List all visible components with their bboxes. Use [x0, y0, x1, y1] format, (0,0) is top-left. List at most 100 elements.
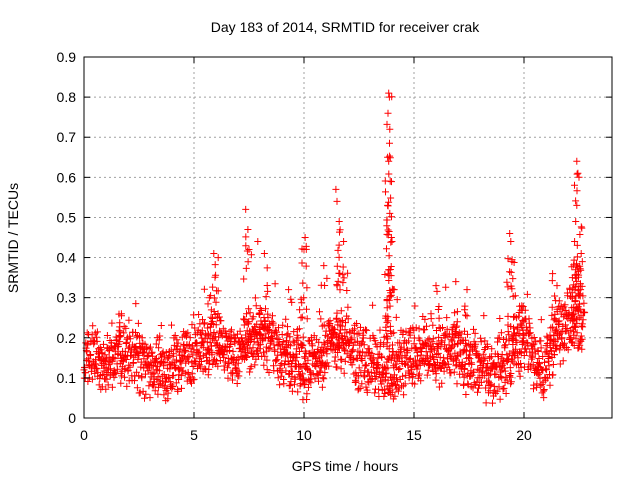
data-point: [388, 388, 396, 396]
data-point: [413, 365, 421, 373]
data-point: [82, 369, 90, 377]
data-point: [341, 333, 349, 341]
data-point: [563, 325, 571, 332]
data-point: [387, 194, 395, 202]
data-point: [298, 342, 306, 350]
data-point: [303, 390, 311, 398]
data-point: [194, 365, 201, 373]
data-point: [580, 308, 588, 316]
data-point: [359, 334, 367, 342]
data-point: [383, 339, 391, 347]
data-point: [463, 312, 471, 320]
data-point: [353, 320, 361, 327]
data-point: [193, 340, 201, 348]
data-point: [155, 367, 163, 375]
data-point: [510, 313, 517, 321]
data-point: [260, 348, 267, 356]
x-tick-label: 15: [406, 427, 422, 443]
data-point: [421, 340, 429, 348]
data-point: [451, 331, 459, 339]
data-point: [251, 294, 259, 302]
data-point: [293, 336, 301, 344]
data-point: [543, 332, 551, 340]
data-point: [462, 391, 470, 398]
data-point: [88, 331, 96, 339]
data-point: [208, 351, 216, 359]
data-point: [199, 343, 207, 351]
data-point: [174, 387, 182, 395]
data-point: [273, 335, 281, 343]
data-point: [546, 331, 554, 339]
data-point: [116, 338, 124, 346]
data-point: [477, 334, 485, 342]
data-point: [197, 363, 205, 371]
data-point: [580, 299, 588, 307]
data-point: [381, 177, 389, 185]
data-point: [122, 324, 130, 332]
data-point: [200, 285, 208, 293]
data-point: [553, 325, 561, 333]
data-point: [578, 335, 586, 343]
data-point: [507, 378, 515, 386]
data-point: [295, 325, 303, 333]
data-point: [155, 344, 163, 352]
y-tick-label: 0.3: [57, 290, 77, 306]
data-point: [326, 317, 334, 325]
data-point: [353, 330, 361, 338]
data-point: [231, 339, 239, 347]
data-point: [108, 383, 116, 391]
data-point: [242, 233, 250, 241]
data-point: [290, 328, 298, 336]
data-point: [87, 351, 95, 358]
data-point: [334, 277, 342, 285]
data-point: [160, 371, 168, 378]
data-point: [110, 373, 118, 381]
data-point: [145, 345, 153, 353]
data-point: [245, 246, 253, 253]
data-point: [402, 354, 410, 362]
data-point: [260, 314, 268, 321]
data-point: [243, 247, 251, 255]
data-point: [174, 339, 182, 347]
data-point: [573, 201, 581, 209]
data-point: [84, 378, 92, 385]
data-point: [222, 343, 230, 351]
data-point: [526, 329, 534, 337]
x-tick-label: 0: [80, 427, 88, 443]
data-point: [533, 380, 541, 388]
data-point: [279, 321, 287, 329]
data-point: [435, 314, 443, 322]
data-point: [211, 261, 219, 269]
data-point: [220, 351, 228, 359]
data-point: [523, 339, 531, 347]
data-point: [461, 360, 469, 368]
data-point: [572, 197, 580, 205]
data-point: [427, 315, 435, 323]
data-point: [537, 316, 545, 324]
data-point: [435, 303, 443, 310]
data-point: [480, 312, 488, 320]
data-point: [217, 329, 225, 337]
data-point: [341, 357, 349, 365]
data-point: [190, 375, 198, 383]
data-point: [416, 361, 424, 369]
data-point: [361, 362, 369, 370]
data-points: [80, 89, 589, 407]
data-point: [506, 373, 514, 381]
data-point: [455, 329, 463, 337]
data-point: [480, 356, 488, 364]
data-point: [450, 334, 458, 342]
data-point: [102, 385, 110, 393]
data-point: [212, 321, 220, 329]
data-point: [256, 330, 264, 338]
data-point: [362, 326, 369, 334]
data-point: [474, 365, 482, 373]
data-point: [429, 335, 437, 343]
data-point: [158, 358, 166, 365]
x-axis-label: GPS time / hours: [292, 458, 399, 474]
data-point: [497, 329, 505, 337]
data-point: [123, 382, 131, 390]
data-point: [385, 345, 393, 353]
data-point: [408, 363, 416, 371]
data-point: [384, 355, 392, 363]
